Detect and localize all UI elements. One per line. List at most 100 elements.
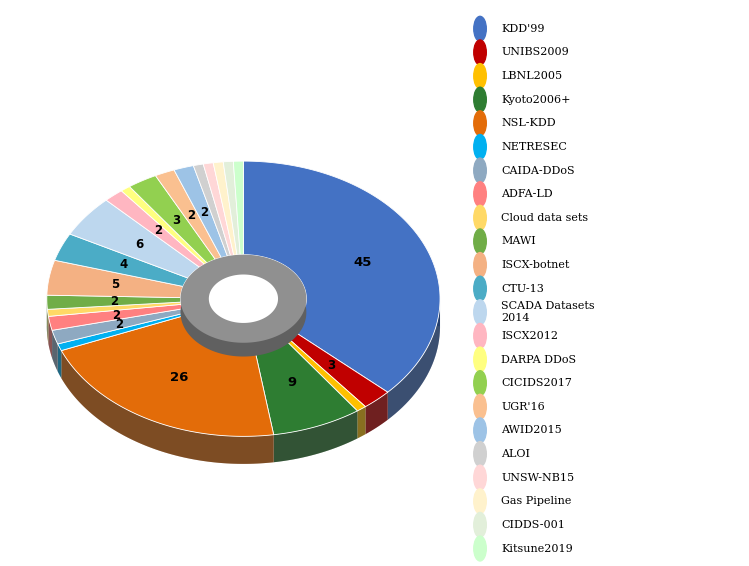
Circle shape — [474, 347, 486, 372]
Polygon shape — [61, 350, 273, 464]
Polygon shape — [253, 335, 357, 435]
Text: SCADA Datasets
2014: SCADA Datasets 2014 — [501, 302, 595, 323]
Polygon shape — [52, 309, 184, 344]
Polygon shape — [49, 316, 52, 358]
Circle shape — [474, 63, 486, 88]
Circle shape — [474, 300, 486, 325]
Polygon shape — [193, 164, 231, 256]
Polygon shape — [213, 162, 237, 255]
Polygon shape — [209, 275, 278, 323]
Text: UNSW-NB15: UNSW-NB15 — [501, 473, 574, 483]
Text: 45: 45 — [353, 256, 372, 269]
Polygon shape — [182, 309, 184, 341]
Polygon shape — [47, 310, 49, 344]
Polygon shape — [156, 170, 221, 259]
Polygon shape — [58, 313, 185, 350]
Polygon shape — [61, 315, 273, 436]
Circle shape — [474, 158, 486, 183]
Polygon shape — [174, 166, 228, 258]
Polygon shape — [366, 392, 388, 434]
Polygon shape — [55, 234, 188, 286]
Circle shape — [474, 371, 486, 396]
Polygon shape — [52, 331, 58, 371]
Circle shape — [474, 229, 486, 254]
Polygon shape — [280, 333, 366, 411]
Text: 26: 26 — [170, 371, 189, 384]
Circle shape — [474, 418, 486, 443]
Polygon shape — [203, 163, 234, 256]
Circle shape — [474, 16, 486, 41]
Text: CICIDS2017: CICIDS2017 — [501, 378, 572, 388]
Text: DARPA DDoS: DARPA DDoS — [501, 354, 577, 365]
Text: UGR'16: UGR'16 — [501, 402, 545, 412]
Polygon shape — [130, 175, 215, 263]
Text: UNIBS2009: UNIBS2009 — [501, 48, 569, 57]
Polygon shape — [181, 268, 306, 357]
Text: 3: 3 — [172, 215, 181, 228]
Text: KDD'99: KDD'99 — [501, 24, 545, 34]
Text: 2: 2 — [109, 294, 118, 307]
Text: ADFA-LD: ADFA-LD — [501, 189, 553, 199]
Polygon shape — [280, 333, 282, 362]
Text: AWID2015: AWID2015 — [501, 426, 562, 435]
Polygon shape — [46, 326, 440, 464]
Polygon shape — [181, 305, 182, 336]
Text: LBNL2005: LBNL2005 — [501, 71, 562, 81]
Circle shape — [474, 489, 486, 514]
Polygon shape — [47, 302, 181, 316]
Text: CIDDS-001: CIDDS-001 — [501, 520, 565, 530]
Circle shape — [474, 182, 486, 207]
Circle shape — [474, 465, 486, 490]
Text: NETRESEC: NETRESEC — [501, 142, 567, 152]
Polygon shape — [282, 329, 388, 406]
Polygon shape — [49, 305, 182, 331]
Polygon shape — [185, 315, 253, 370]
Text: 5: 5 — [111, 278, 119, 291]
Polygon shape — [47, 260, 183, 298]
Text: Kitsune2019: Kitsune2019 — [501, 543, 573, 554]
Polygon shape — [253, 335, 280, 370]
Circle shape — [474, 205, 486, 230]
Polygon shape — [233, 161, 243, 255]
Text: 2: 2 — [187, 209, 195, 222]
Circle shape — [474, 252, 486, 277]
Circle shape — [474, 323, 486, 348]
Polygon shape — [70, 200, 199, 278]
Circle shape — [474, 512, 486, 537]
Polygon shape — [357, 406, 366, 439]
Polygon shape — [388, 301, 440, 420]
Circle shape — [474, 276, 486, 301]
Text: 2: 2 — [115, 318, 123, 331]
Text: 2: 2 — [154, 224, 162, 237]
Circle shape — [474, 441, 486, 466]
Polygon shape — [106, 191, 204, 267]
Text: CTU-13: CTU-13 — [501, 284, 545, 294]
Polygon shape — [273, 411, 357, 462]
Text: 3: 3 — [327, 359, 336, 372]
Text: ISCX-botnet: ISCX-botnet — [501, 260, 570, 270]
Polygon shape — [47, 295, 181, 310]
Text: 9: 9 — [288, 376, 297, 389]
Circle shape — [474, 111, 486, 136]
Text: CAIDA-DDoS: CAIDA-DDoS — [501, 165, 575, 175]
Text: 2: 2 — [112, 308, 120, 321]
Polygon shape — [282, 329, 290, 361]
Text: NSL-KDD: NSL-KDD — [501, 118, 556, 128]
Polygon shape — [58, 344, 61, 378]
Circle shape — [474, 40, 486, 65]
Text: ALOI: ALOI — [501, 449, 530, 459]
Text: ISCX2012: ISCX2012 — [501, 331, 559, 341]
Text: Gas Pipeline: Gas Pipeline — [501, 496, 571, 506]
Polygon shape — [184, 313, 185, 343]
Text: Kyoto2006+: Kyoto2006+ — [501, 95, 571, 105]
Text: MAWI: MAWI — [501, 237, 536, 246]
Circle shape — [474, 395, 486, 419]
Circle shape — [474, 536, 486, 561]
Polygon shape — [243, 161, 440, 392]
Polygon shape — [121, 187, 207, 264]
Polygon shape — [290, 299, 306, 356]
Circle shape — [474, 87, 486, 112]
Circle shape — [474, 135, 486, 160]
Polygon shape — [223, 161, 240, 255]
Text: Cloud data sets: Cloud data sets — [501, 213, 589, 223]
